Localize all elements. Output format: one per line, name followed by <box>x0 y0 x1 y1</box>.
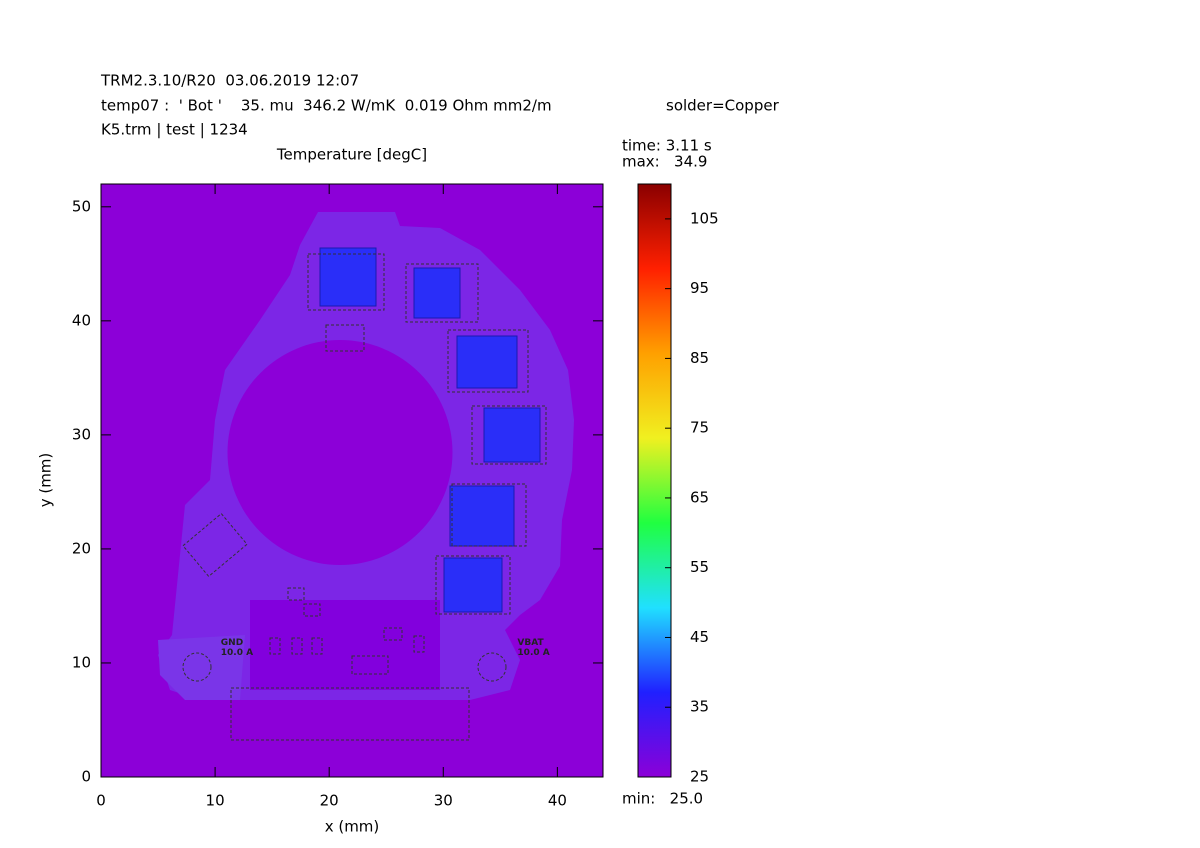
colorbar-tick-label: 85 <box>690 349 709 367</box>
colorbar-tick-label: 35 <box>690 698 709 716</box>
outline <box>325 324 365 352</box>
outline <box>405 263 479 323</box>
y-tick-label: 40 <box>72 311 91 329</box>
plot-frame <box>100 183 604 778</box>
components <box>319 247 541 613</box>
x-tick-label: 0 <box>96 792 106 810</box>
annotation: VBAT <box>517 638 544 648</box>
outline <box>471 405 547 465</box>
colorbar-tick-label: 55 <box>690 558 709 576</box>
colorbar-tick-label: 75 <box>690 419 709 437</box>
x-tick-label: 10 <box>206 792 225 810</box>
outline <box>447 329 529 393</box>
time-label: time: 3.11 s <box>622 137 712 155</box>
colorbar-tick-label: 25 <box>690 768 709 786</box>
component <box>449 485 515 547</box>
colorbar-tick-label: 65 <box>690 488 709 506</box>
header-line: TRM2.3.10/R20 03.06.2019 12:07 <box>100 72 359 90</box>
component <box>443 557 503 613</box>
outline <box>311 637 323 655</box>
x-tick-label: 30 <box>434 792 453 810</box>
colorbar-tick-label: 105 <box>690 209 719 227</box>
outline <box>291 637 303 655</box>
colorbar-tick-label: 95 <box>690 279 709 297</box>
outline <box>307 253 385 311</box>
y-tick-label: 20 <box>72 539 91 557</box>
annotation: 10.0 A <box>517 648 549 658</box>
component <box>483 407 541 463</box>
y-tick-label: 10 <box>72 653 91 671</box>
board-inner <box>250 600 440 690</box>
outline <box>451 483 527 547</box>
outline <box>435 555 511 615</box>
outline <box>351 655 389 675</box>
y-tick-label: 30 <box>72 425 91 443</box>
colorbar-tick-label: 45 <box>690 628 709 646</box>
header-right: solder=Copper <box>666 97 780 115</box>
component <box>319 247 377 307</box>
outline <box>287 587 305 601</box>
outline <box>477 652 507 682</box>
component <box>456 335 518 389</box>
outline <box>269 637 281 655</box>
outline <box>303 603 321 617</box>
chart-title: Temperature [degC] <box>276 146 427 164</box>
y-axis-label: y (mm) <box>37 453 55 508</box>
y-tick-label: 50 <box>72 197 91 215</box>
min-label: min: 25.0 <box>622 790 703 808</box>
colorbar <box>637 183 672 778</box>
header-line: temp07 : ' Bot ' 35. mu 346.2 W/mK 0.019… <box>101 97 552 115</box>
max-label: max: 34.9 <box>622 153 707 171</box>
x-tick-label: 20 <box>320 792 339 810</box>
plot-area <box>101 184 603 777</box>
annotation: GND <box>221 638 243 648</box>
outline <box>413 635 425 653</box>
component <box>413 267 461 319</box>
x-tick-label: 40 <box>548 792 567 810</box>
annotation: 10.0 A <box>221 648 253 658</box>
header-line: K5.trm | test | 1234 <box>101 121 248 139</box>
y-tick-label: 0 <box>81 768 91 786</box>
outline <box>182 652 212 682</box>
board-lower <box>158 635 245 700</box>
x-axis-label: x (mm) <box>325 818 380 836</box>
